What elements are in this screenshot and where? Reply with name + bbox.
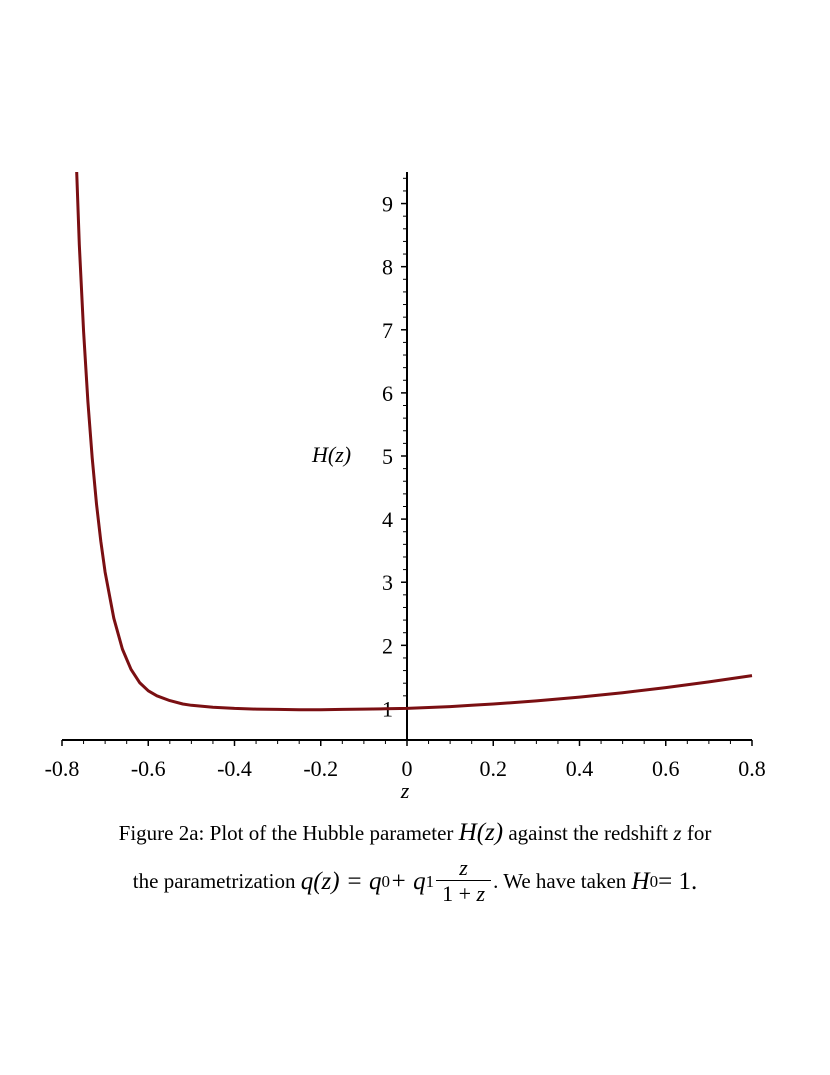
hubble-parameter-plot: -0.8 -0.6 -0.4 -0.2 0 0.2 0.4 0.6 0.8 123456789 … bbox=[45, 171, 766, 800]
y-tick-label: 4 bbox=[382, 507, 393, 532]
x-tick-label: -0.4 bbox=[217, 756, 252, 781]
y-tick-label: 3 bbox=[382, 570, 393, 595]
series-line-hubble bbox=[75, 171, 753, 712]
x-tick-label: -0.8 bbox=[45, 756, 80, 781]
caption-sub: 0 bbox=[649, 872, 659, 891]
caption-text: the parametrization bbox=[132, 869, 296, 893]
y-tick-label: 5 bbox=[382, 444, 393, 469]
denominator-var: z bbox=[476, 881, 486, 906]
y-tick-label: 7 bbox=[382, 318, 393, 343]
caption-text: . We have taken bbox=[493, 869, 627, 893]
caption-math-h0: H bbox=[631, 868, 650, 895]
denominator-text: 1 + bbox=[442, 881, 477, 906]
caption-math-hz: H(z) bbox=[458, 819, 504, 846]
caption-math-q: q(z) = q bbox=[300, 868, 382, 895]
y-tick-label: 2 bbox=[382, 633, 393, 658]
caption-var-z: z bbox=[673, 821, 682, 845]
x-axis-label: z bbox=[400, 778, 410, 800]
caption-text: for bbox=[681, 821, 712, 845]
x-tick-label: 0.6 bbox=[652, 756, 680, 781]
fraction-numerator: z bbox=[459, 855, 468, 880]
x-tick-label: 0 bbox=[402, 756, 413, 781]
caption-text: Figure 2a: Plot of the Hubble parameter bbox=[118, 821, 459, 845]
y-tick-label: 9 bbox=[382, 192, 393, 217]
x-tick-label: 0.4 bbox=[566, 756, 594, 781]
caption-fraction: z 1 + z bbox=[436, 855, 492, 907]
y-tick-label: 8 bbox=[382, 255, 393, 280]
fraction-denominator: 1 + z bbox=[436, 880, 492, 907]
caption-sub: 1 bbox=[425, 872, 435, 891]
x-ticks: -0.8 -0.6 -0.4 -0.2 0 0.2 0.4 0.6 0.8 bbox=[45, 740, 766, 781]
caption-math-eq: = 1. bbox=[658, 868, 698, 895]
y-tick-label: 6 bbox=[382, 381, 393, 406]
caption-sub: 0 bbox=[381, 872, 390, 891]
caption-math-plus: + q bbox=[389, 868, 426, 895]
x-tick-label: -0.6 bbox=[131, 756, 166, 781]
caption-text: against the redshift bbox=[503, 821, 674, 845]
x-tick-label: 0.8 bbox=[738, 756, 766, 781]
x-tick-label: 0.2 bbox=[480, 756, 508, 781]
figure-caption-line-1: Figure 2a: Plot of the Hubble parameter … bbox=[0, 820, 830, 845]
y-axis-label: H(z) bbox=[311, 442, 351, 467]
x-tick-label: -0.2 bbox=[303, 756, 338, 781]
